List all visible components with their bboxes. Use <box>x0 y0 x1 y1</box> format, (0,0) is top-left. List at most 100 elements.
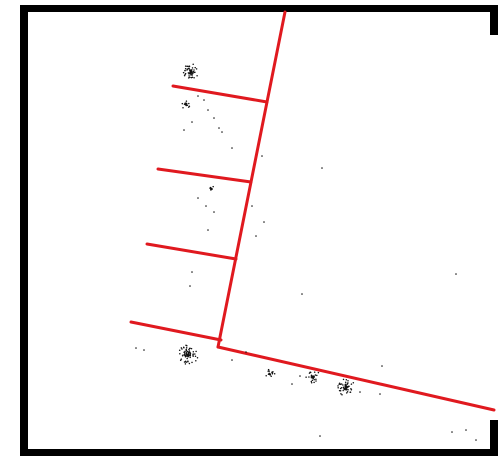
point <box>191 271 193 273</box>
point <box>189 285 191 287</box>
point <box>191 67 194 69</box>
point <box>339 387 342 390</box>
point <box>211 187 213 190</box>
point <box>182 346 185 348</box>
point <box>186 69 188 71</box>
point <box>261 155 263 157</box>
frame-top <box>20 5 498 12</box>
point <box>187 67 190 70</box>
point <box>345 379 348 381</box>
branch-line-2 <box>156 167 253 184</box>
point <box>340 392 342 395</box>
point <box>263 221 265 223</box>
point <box>218 127 220 129</box>
point <box>196 74 198 77</box>
point <box>195 350 197 353</box>
point <box>185 100 188 102</box>
point <box>316 374 318 377</box>
point <box>188 72 191 74</box>
point <box>135 347 137 349</box>
point <box>346 391 349 393</box>
point <box>342 387 345 389</box>
point <box>183 74 186 77</box>
point <box>182 71 185 74</box>
point <box>299 375 301 377</box>
point <box>255 235 257 237</box>
frame <box>20 5 498 456</box>
point <box>338 389 341 392</box>
frame-bottom <box>20 449 498 456</box>
point <box>350 388 353 391</box>
point <box>455 273 457 275</box>
point <box>212 185 214 188</box>
point <box>197 197 199 199</box>
point <box>184 65 187 67</box>
point <box>310 376 313 379</box>
point <box>340 383 343 385</box>
cluster-bottom-small <box>265 368 276 378</box>
point <box>313 371 316 373</box>
point <box>179 359 182 362</box>
point <box>180 358 183 360</box>
point <box>184 355 187 358</box>
main-vertical-line <box>216 10 287 349</box>
point <box>186 345 188 347</box>
point <box>344 381 347 384</box>
point <box>245 351 247 353</box>
point <box>180 347 183 349</box>
point <box>182 107 184 109</box>
point <box>188 105 191 108</box>
point <box>192 63 194 66</box>
point <box>310 375 313 377</box>
point <box>205 205 207 207</box>
point <box>210 188 212 190</box>
point <box>190 74 192 76</box>
point <box>271 371 274 373</box>
point <box>185 102 188 105</box>
point <box>475 439 477 441</box>
point <box>341 393 343 396</box>
point <box>194 355 197 357</box>
point <box>188 102 190 105</box>
point <box>317 371 320 374</box>
branch-line-4 <box>129 320 223 342</box>
point <box>465 429 467 431</box>
point <box>187 360 189 363</box>
point <box>188 362 191 365</box>
cluster-mid-left <box>209 185 214 191</box>
branch-line-1 <box>171 84 269 104</box>
cluster-bottom-right <box>337 378 355 396</box>
point <box>337 387 339 389</box>
point <box>186 65 188 67</box>
frame-left <box>20 5 28 456</box>
point <box>187 354 189 356</box>
point <box>345 386 348 388</box>
point <box>379 393 381 395</box>
point <box>189 356 191 359</box>
point <box>313 376 315 378</box>
point <box>194 353 196 355</box>
point <box>313 378 315 381</box>
point <box>188 350 191 352</box>
point <box>189 354 192 356</box>
point <box>184 67 187 70</box>
point <box>188 347 191 350</box>
point <box>189 70 192 73</box>
point <box>350 383 353 385</box>
point <box>193 77 195 79</box>
point <box>221 131 223 133</box>
point <box>213 117 215 119</box>
point <box>251 205 253 207</box>
point <box>185 351 188 353</box>
point <box>183 352 186 354</box>
point <box>347 386 349 388</box>
point <box>267 368 270 371</box>
point <box>291 383 293 385</box>
point <box>181 102 184 105</box>
point <box>321 167 323 169</box>
branch-line-3 <box>145 242 238 261</box>
point <box>194 71 196 74</box>
point <box>207 229 209 231</box>
point <box>301 293 303 295</box>
point <box>344 387 346 389</box>
